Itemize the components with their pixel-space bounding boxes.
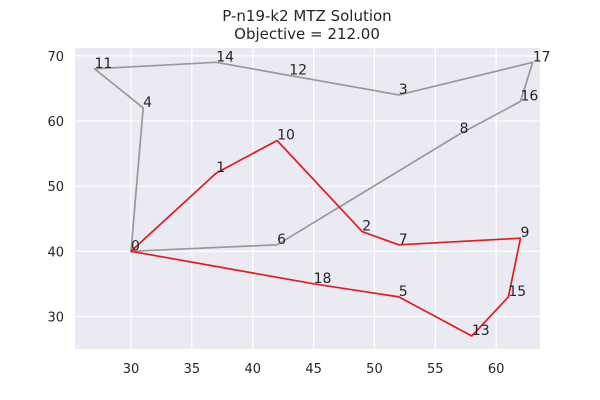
node-label: 17 <box>533 49 551 65</box>
y-tick-label: 60 <box>47 115 64 130</box>
x-tick-label: 50 <box>366 362 383 377</box>
chart-title: P-n19-k2 MTZ Solution <box>222 7 391 25</box>
node-label: 16 <box>521 88 539 104</box>
node-label: 2 <box>362 219 371 235</box>
node-label: 15 <box>508 284 526 300</box>
node-label: 7 <box>399 232 408 248</box>
node-label: 18 <box>314 271 332 287</box>
x-tick-label: 40 <box>244 362 261 377</box>
node-label: 11 <box>94 56 112 72</box>
plot-background <box>75 48 540 349</box>
y-axis: 30 40 50 60 70 <box>47 50 64 326</box>
x-tick-label: 45 <box>305 362 322 377</box>
y-tick-label: 40 <box>47 245 64 260</box>
node-label: 12 <box>289 62 307 78</box>
node-label: 1 <box>216 160 225 176</box>
route-line-2 <box>130 139 522 337</box>
y-tick-label: 30 <box>47 310 64 325</box>
route-line-1 <box>93 61 534 253</box>
y-tick-label: 70 <box>47 50 64 65</box>
node-label: 0 <box>131 238 140 254</box>
node-label: 10 <box>277 128 295 144</box>
routes <box>93 61 534 337</box>
node-label: 8 <box>460 121 469 137</box>
node-label: 14 <box>216 49 234 65</box>
x-tick-label: 60 <box>488 362 505 377</box>
x-tick-label: 35 <box>184 362 201 377</box>
node-label: 4 <box>143 95 152 111</box>
node-label: 9 <box>521 225 530 241</box>
node-label: 6 <box>277 232 286 248</box>
x-tick-label: 30 <box>123 362 140 377</box>
chart-subtitle: Objective = 212.00 <box>234 25 380 43</box>
x-tick-label: 55 <box>427 362 444 377</box>
node-label: 13 <box>472 323 490 339</box>
y-tick-label: 50 <box>47 180 64 195</box>
grid <box>75 48 540 349</box>
x-axis: 30 35 40 45 50 55 60 <box>123 362 505 377</box>
node-label: 5 <box>399 284 408 300</box>
node-label: 3 <box>399 82 408 98</box>
